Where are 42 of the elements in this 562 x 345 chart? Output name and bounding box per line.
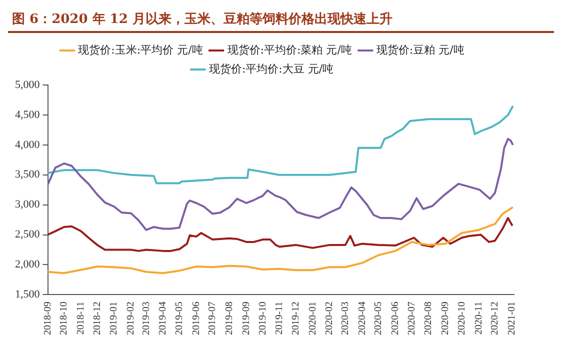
x-tick-label: 2020-06 xyxy=(390,302,402,336)
legend-label: 现货价:豆粕 元/吨 xyxy=(376,43,464,56)
x-tick-label: 2020-08 xyxy=(423,302,434,336)
x-tick-label: 2020-01 xyxy=(307,302,318,336)
y-tick-label: 1,500 xyxy=(15,288,40,301)
y-tick-label: 4,500 xyxy=(15,108,40,121)
x-tick-label: 2019-05 xyxy=(174,302,186,336)
x-tick-label: 2020-02 xyxy=(324,302,336,336)
x-tick-label: 2020-03 xyxy=(340,302,351,336)
y-tick-label: 2,000 xyxy=(15,258,40,271)
x-tick-label: 2020-11 xyxy=(473,302,484,335)
x-tick-label: 2018-12 xyxy=(92,302,103,336)
y-tick-label: 4,000 xyxy=(15,138,40,151)
chart-title: 图 6：2020 年 12 月以来，玉米、豆粕等饲料价格出现快速上升 xyxy=(8,8,554,33)
x-tick-label: 2018-09 xyxy=(42,302,54,336)
x-tick-label: 2019-07 xyxy=(207,302,218,336)
x-tick-label: 2020-09 xyxy=(440,302,452,336)
y-tick-label: 2,500 xyxy=(15,228,40,241)
x-tick-label: 2019-08 xyxy=(224,302,236,336)
x-tick-label: 2019-06 xyxy=(190,302,202,336)
x-tick-label: 2020-07 xyxy=(406,302,418,336)
y-tick-label: 5,000 xyxy=(15,78,40,91)
x-tick-label: 2020-05 xyxy=(373,302,384,336)
x-tick-label: 2021-01 xyxy=(506,302,518,336)
x-tick-label: 2019-09 xyxy=(240,302,252,336)
y-tick-label: 3,500 xyxy=(15,168,40,181)
x-tick-label: 2018-11 xyxy=(76,302,87,335)
x-tick-label: 2020-04 xyxy=(356,302,368,336)
legend-label: 现货价:玉米:平均价 元/吨 xyxy=(78,43,203,56)
x-tick-label: 2019-02 xyxy=(126,302,137,336)
x-tick-label: 2019-04 xyxy=(158,302,169,336)
legend-label: 现货价:平均价:大豆 元/吨 xyxy=(208,62,334,76)
x-tick-label: 2019-10 xyxy=(257,302,268,336)
y-tick-label: 3,000 xyxy=(15,198,40,211)
x-tick-label: 2019-03 xyxy=(140,302,152,336)
x-tick-label: 2019-01 xyxy=(108,302,120,336)
x-tick-label: 2019-11 xyxy=(274,302,286,335)
x-tick-label: 2018-10 xyxy=(58,302,70,336)
legend-label: 现货价:平均价:菜粕 元/吨 xyxy=(227,43,352,56)
x-tick-label: 2020-10 xyxy=(456,302,468,336)
x-tick-label: 2020-12 xyxy=(490,302,501,336)
x-tick-label: 2019-12 xyxy=(290,302,302,336)
